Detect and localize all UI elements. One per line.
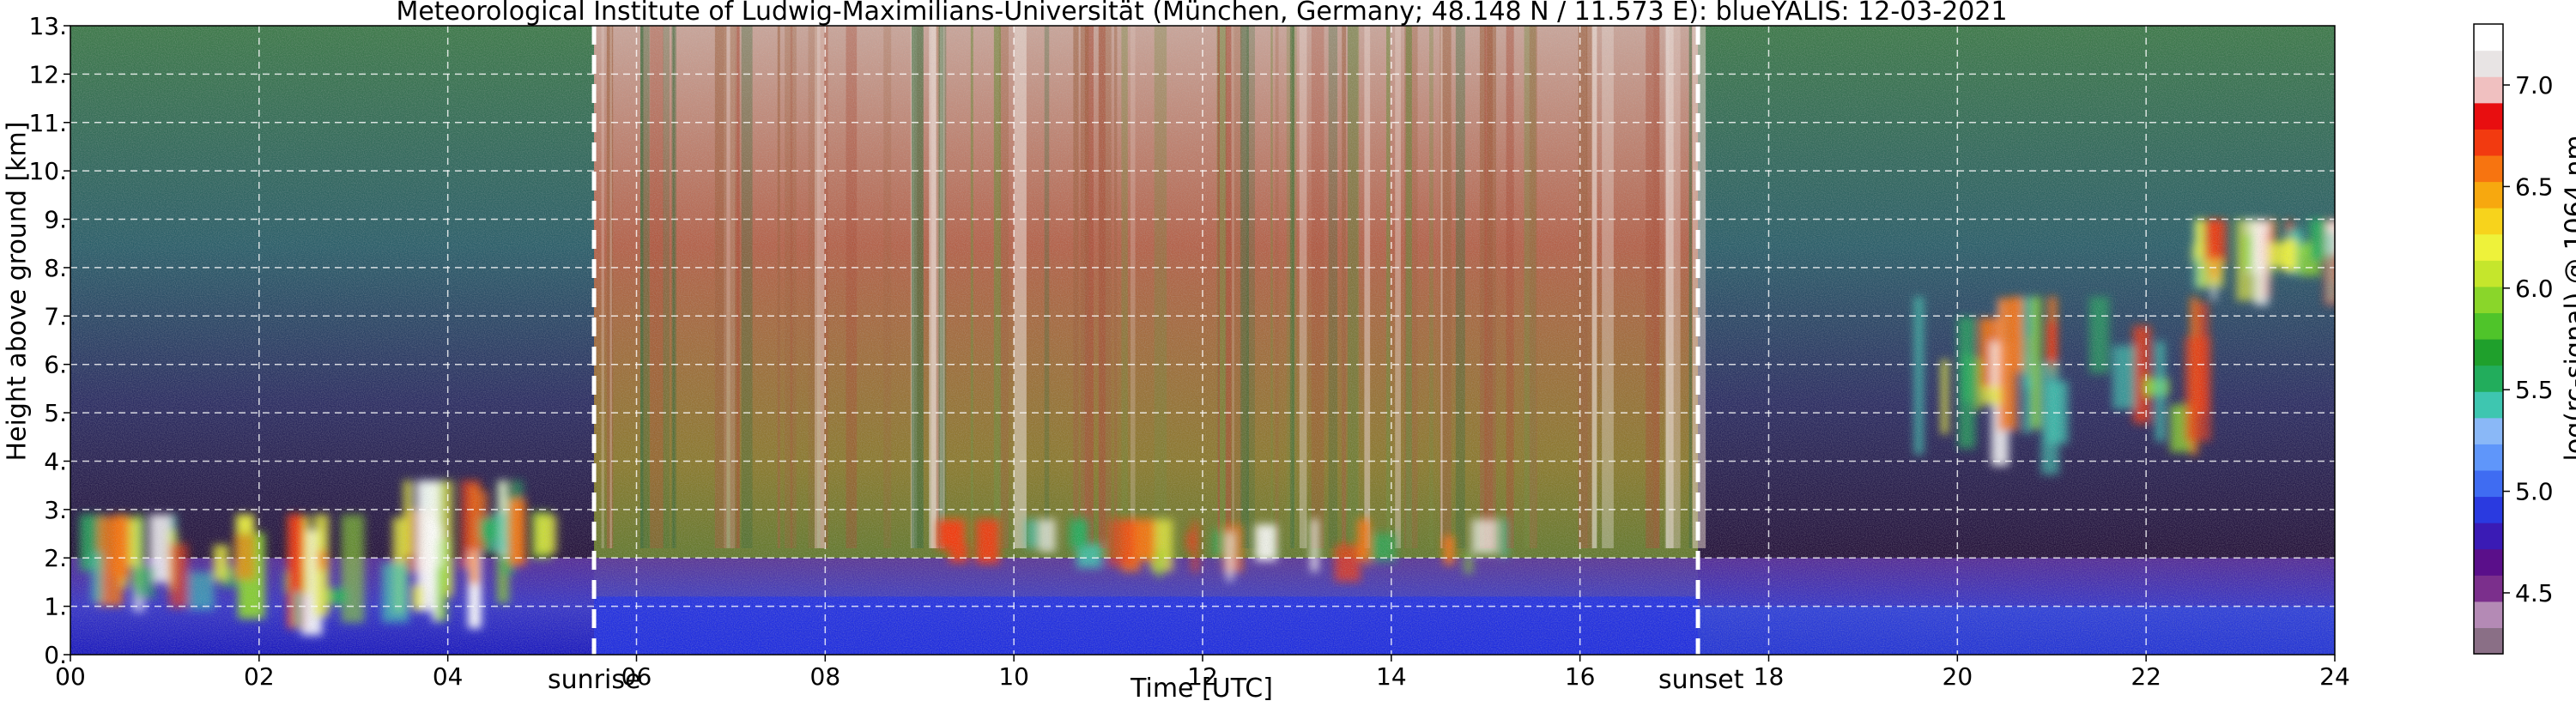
sunrise-label: sunrise [548,665,641,695]
x-tick-label: 12 [1187,662,1218,691]
colorbar-tick-label: 6.0 [2515,275,2554,303]
colorbar-segment [2474,286,2503,314]
chart-title: Meteorological Institute of Ludwig-Maxim… [396,0,2008,27]
colorbar-segment [2474,339,2503,366]
colorbar-segment [2474,469,2503,498]
x-tick-label: 22 [2131,662,2161,691]
colorbar-segment [2474,444,2503,471]
y-tick-label: 9. [44,206,67,234]
colorbar-frame [2473,23,2504,655]
x-tick-label: 16 [1565,662,1596,691]
colorbar-segment [2474,181,2503,208]
colorbar-tick-label: 7.0 [2515,71,2554,100]
colorbar-segment [2474,50,2503,77]
colorbar-segment [2474,208,2503,235]
x-tick-label: 20 [1943,662,1973,691]
x-tick-label: 08 [810,662,841,691]
y-tick-label: 7. [44,302,67,330]
colorbar-segment [2474,312,2503,340]
colorbar-segment [2474,627,2503,655]
colorbar-segment [2474,391,2503,419]
colorbar-segment [2474,76,2503,104]
colorbar-segment [2474,417,2503,444]
colorbar-tick-label: 6.5 [2515,172,2554,201]
colorbar-segment [2474,601,2503,629]
y-tick-label: 1. [44,593,67,621]
y-tick-label: 4. [44,447,67,475]
y-tick-label: 3. [44,496,67,524]
x-axis-label: Time [UTC] [1130,674,1273,704]
x-tick-label: 00 [55,662,86,691]
colorbar-tick-label: 5.5 [2515,376,2554,404]
colorbar-segment [2474,260,2503,287]
colorbar-segment [2474,102,2503,130]
sunset-label: sunset [1658,665,1744,695]
colorbar-segment [2474,365,2503,392]
x-tick-label: 02 [244,662,275,691]
x-tick-label: 14 [1376,662,1407,691]
colorbar-tick-label: 5.0 [2515,478,2554,506]
y-tick-label: 8. [44,254,67,282]
y-tick-label: 11. [28,109,67,137]
colorbar-segment [2474,233,2503,261]
y-tick-label: 0. [44,641,67,669]
colorbar-segment [2474,154,2503,183]
colorbar-tick-label: 4.5 [2515,579,2554,607]
x-tick-label: 06 [621,662,652,691]
colorbar-segment [2474,129,2503,156]
y-tick-label: 2. [44,544,67,572]
colorbar-segment [2474,496,2503,523]
colorbar-segment [2474,523,2503,550]
colorbar-segment [2474,575,2503,602]
x-tick-label: 10 [998,662,1029,691]
colorbar-segment [2474,548,2503,576]
x-tick-label: 04 [433,662,464,691]
y-tick-label: 12. [28,60,67,88]
x-tick-label: 24 [2319,662,2350,691]
y-tick-label: 10. [28,157,67,185]
x-tick-label: 18 [1754,662,1785,691]
colorbar-segment [2474,24,2503,51]
y-tick-label: 13. [28,12,67,40]
y-tick-label: 6. [44,351,67,379]
y-tick-label: 5. [44,399,67,427]
